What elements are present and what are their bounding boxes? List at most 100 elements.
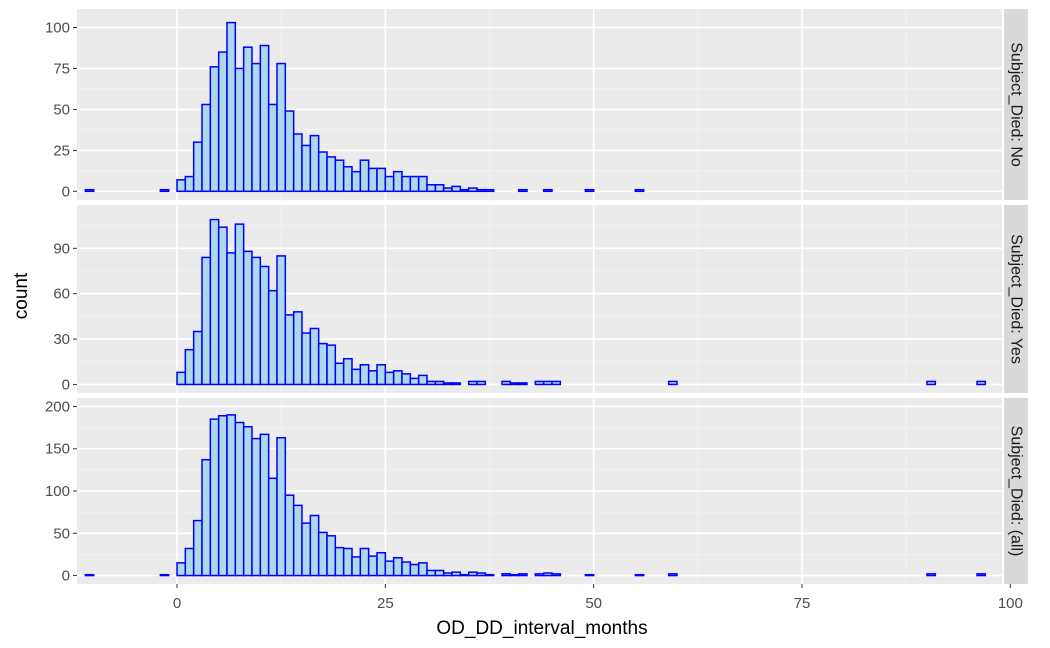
histogram-bar bbox=[634, 573, 645, 577]
histogram-bar bbox=[326, 535, 337, 577]
facet-strip bbox=[1004, 205, 1028, 393]
histogram-bar bbox=[459, 573, 470, 577]
histogram-bar bbox=[284, 494, 295, 577]
histogram-bar bbox=[476, 572, 487, 577]
histogram-bar bbox=[351, 556, 362, 577]
facet-panel: 0 50 100 150 200 Subject_Died: (all) bbox=[45, 398, 1028, 585]
histogram-bar bbox=[976, 380, 987, 386]
histogram-bar bbox=[342, 357, 353, 386]
histogram-bar bbox=[584, 188, 595, 193]
histogram-bar bbox=[376, 167, 387, 193]
histogram-bar bbox=[392, 170, 403, 193]
histogram-bar bbox=[434, 184, 445, 193]
histogram-bar bbox=[301, 144, 312, 193]
y-tick-label: 60 bbox=[53, 286, 70, 303]
y-tick-label: 200 bbox=[45, 398, 70, 415]
histogram-bar bbox=[326, 344, 337, 386]
histogram-bar bbox=[426, 569, 437, 577]
histogram-bar bbox=[251, 437, 262, 577]
histogram-bar bbox=[159, 188, 170, 193]
histogram-bar bbox=[667, 380, 678, 386]
histogram-bar bbox=[242, 46, 253, 193]
histogram-bar bbox=[667, 573, 678, 577]
histogram-bar bbox=[192, 519, 203, 577]
x-tick-label: 25 bbox=[377, 595, 394, 612]
histogram-bar bbox=[209, 218, 220, 386]
histogram-bar bbox=[234, 67, 245, 193]
y-tick-label: 25 bbox=[53, 142, 70, 159]
histogram-bars bbox=[84, 414, 987, 577]
histogram-bar bbox=[351, 170, 362, 193]
histogram-bar bbox=[501, 573, 512, 577]
histogram-bar bbox=[259, 265, 270, 386]
histogram-bar bbox=[409, 175, 420, 193]
histogram-bar bbox=[467, 380, 478, 386]
histogram-bar bbox=[334, 546, 345, 577]
y-tick-label: 75 bbox=[53, 60, 70, 77]
histogram-bar bbox=[301, 522, 312, 577]
histogram-bar bbox=[192, 141, 203, 193]
histogram-bar bbox=[326, 156, 337, 193]
histogram-bar bbox=[267, 103, 278, 193]
histogram-bar bbox=[542, 572, 553, 577]
histogram-bar bbox=[484, 188, 495, 193]
histogram-bar bbox=[217, 415, 228, 577]
histogram-bar bbox=[467, 187, 478, 193]
histogram-bar bbox=[376, 364, 387, 386]
histogram-bar bbox=[534, 573, 545, 577]
histogram-bar bbox=[384, 371, 395, 386]
histogram-bar bbox=[392, 557, 403, 577]
histogram-bar bbox=[467, 571, 478, 577]
histogram-bar bbox=[217, 51, 228, 193]
histogram-bar bbox=[176, 562, 187, 577]
x-axis-title: OD_DD_interval_months bbox=[436, 618, 647, 639]
histogram-bar bbox=[359, 547, 370, 577]
histogram-bar bbox=[351, 368, 362, 386]
histogram-bar bbox=[259, 433, 270, 577]
histogram-bar bbox=[226, 21, 237, 193]
histogram-bar bbox=[234, 223, 245, 386]
histogram-bar bbox=[409, 563, 420, 577]
histogram-bar bbox=[476, 188, 487, 193]
histogram-bar bbox=[317, 151, 328, 193]
histogram-bar bbox=[367, 167, 378, 193]
histogram-bar bbox=[359, 364, 370, 386]
histogram-bar bbox=[434, 569, 445, 577]
x-tick-label: 0 bbox=[173, 595, 181, 612]
histogram-bar bbox=[234, 421, 245, 577]
histogram-bar bbox=[184, 547, 195, 577]
y-tick-label: 0 bbox=[62, 183, 70, 200]
histogram-bar bbox=[226, 414, 237, 577]
histogram-bar bbox=[267, 477, 278, 577]
histogram-bar bbox=[201, 103, 212, 193]
histogram-bar bbox=[201, 458, 212, 577]
histogram-bar bbox=[292, 133, 303, 193]
histogram-bar bbox=[442, 187, 453, 193]
y-axis-title: count bbox=[11, 272, 32, 319]
histogram-bar bbox=[509, 573, 520, 577]
histogram-bar bbox=[176, 179, 187, 193]
histogram-bar bbox=[442, 382, 453, 386]
histogram-bar bbox=[584, 573, 595, 577]
histogram-bar bbox=[484, 573, 495, 577]
histogram-bar bbox=[534, 380, 545, 386]
histogram-bar bbox=[159, 573, 170, 577]
histogram-bar bbox=[426, 380, 437, 386]
histogram-bar bbox=[301, 332, 312, 386]
histogram-bar bbox=[309, 327, 320, 386]
histogram-bar bbox=[384, 560, 395, 577]
y-tick-label: 150 bbox=[45, 441, 70, 458]
histogram-bar bbox=[367, 370, 378, 386]
y-tick-label: 0 bbox=[62, 568, 70, 585]
histogram-bar bbox=[376, 551, 387, 577]
histogram-bar bbox=[451, 382, 462, 386]
histogram-bar bbox=[334, 159, 345, 193]
y-tick-label: 90 bbox=[53, 240, 70, 257]
histogram-bar bbox=[276, 436, 287, 577]
histogram-bar bbox=[292, 311, 303, 386]
histogram-bar bbox=[209, 418, 220, 577]
histogram-bar bbox=[292, 504, 303, 577]
facet-strip bbox=[1004, 9, 1028, 200]
histogram-bars bbox=[84, 21, 645, 193]
histogram-bar bbox=[501, 380, 512, 386]
